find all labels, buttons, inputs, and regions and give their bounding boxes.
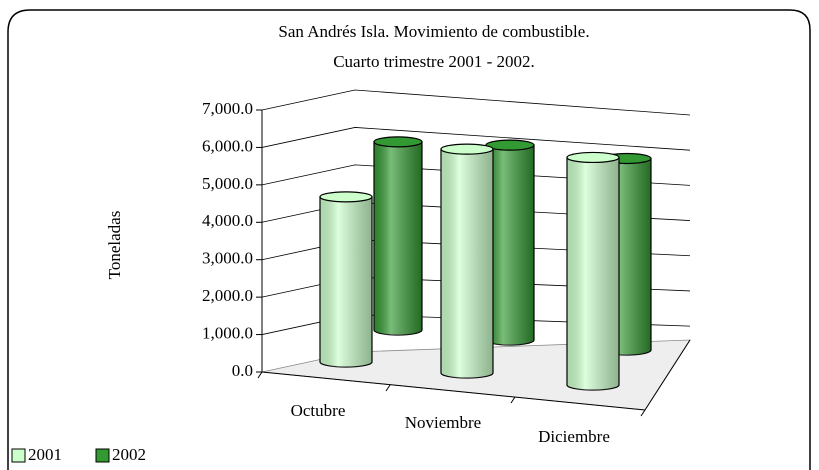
bar-shade xyxy=(374,141,422,335)
grid-line xyxy=(261,89,691,116)
tick-mark xyxy=(510,396,516,404)
y-tick-label: 2,000.0 xyxy=(202,286,253,305)
y-tick-label: 1,000.0 xyxy=(202,323,253,342)
x-tick-label: Octubre xyxy=(291,401,346,420)
bar-top xyxy=(440,143,494,155)
y-tick-label: 7,000.0 xyxy=(202,99,253,118)
x-tick-label: Diciembre xyxy=(538,427,610,446)
legend-label: 2001 xyxy=(28,445,62,464)
chart-border xyxy=(7,9,811,470)
y-tick-label: 0.0 xyxy=(232,361,253,380)
chart-subtitle: Cuarto trimestre 2001 - 2002. xyxy=(333,52,535,71)
bar-shade xyxy=(320,196,372,367)
bar-shade xyxy=(441,149,493,378)
bar xyxy=(373,136,423,336)
chart-title: San Andrés Isla. Movimiento de combustib… xyxy=(278,22,589,41)
bar-top xyxy=(566,151,620,164)
axis-line xyxy=(261,371,646,411)
grid-line xyxy=(261,127,691,151)
bar-shade xyxy=(486,145,534,345)
bar xyxy=(319,191,373,368)
y-axis-label: Toneladas xyxy=(105,211,124,280)
y-tick-label: 6,000.0 xyxy=(202,136,253,155)
bar-top xyxy=(373,136,423,148)
x-tick-label: Noviembre xyxy=(405,413,481,432)
legend-swatch xyxy=(95,448,110,463)
legend-label: 2002 xyxy=(112,445,146,464)
bar xyxy=(485,139,535,346)
bar xyxy=(566,151,620,391)
tick-mark xyxy=(257,371,263,379)
bar-shade xyxy=(567,157,619,390)
axis-line xyxy=(644,339,691,411)
tick-mark xyxy=(640,409,646,417)
legend-swatch xyxy=(11,448,26,463)
bar-top xyxy=(319,191,373,203)
tick-mark xyxy=(385,384,391,392)
bar xyxy=(440,143,494,379)
y-tick-label: 4,000.0 xyxy=(202,211,253,230)
y-tick-label: 5,000.0 xyxy=(202,174,253,193)
y-tick-label: 3,000.0 xyxy=(202,249,253,268)
